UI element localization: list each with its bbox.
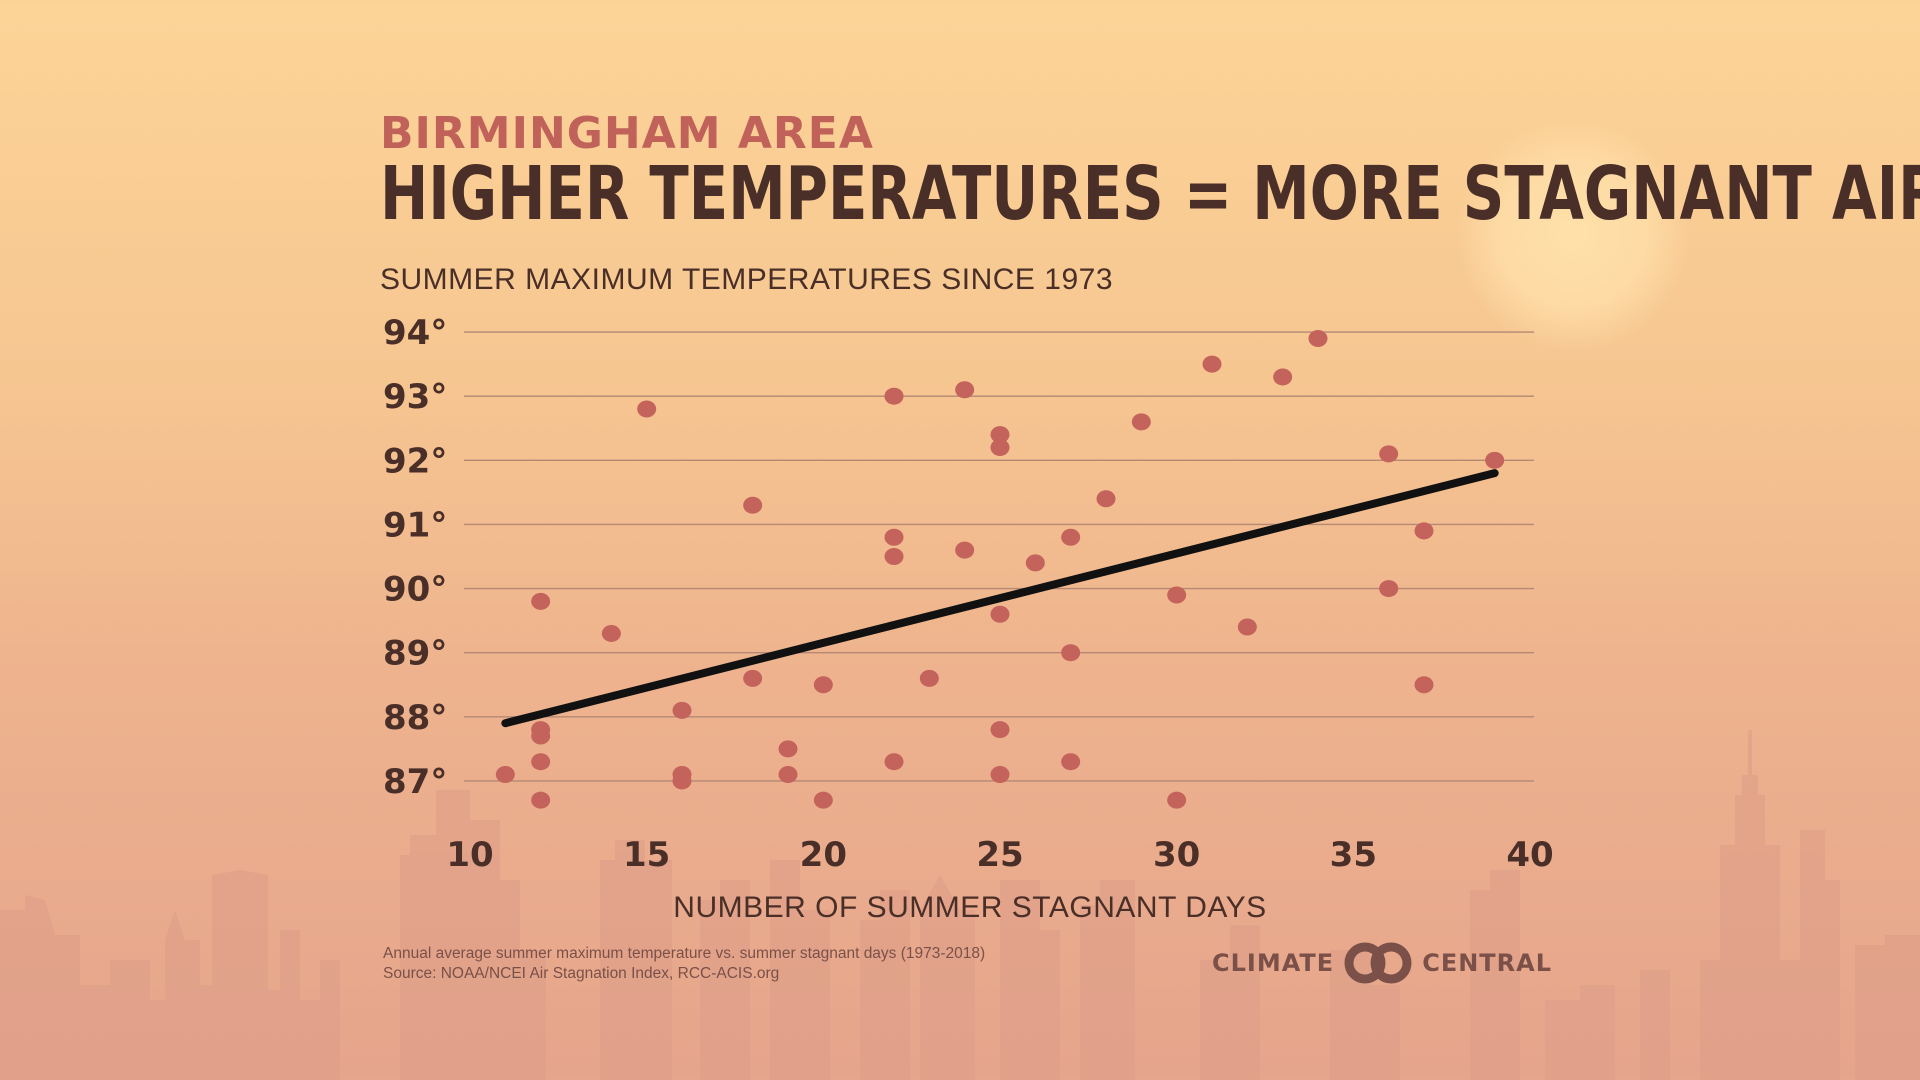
- brand-word-right: CENTRAL: [1422, 949, 1553, 977]
- brand-word-left: CLIMATE: [1212, 949, 1335, 977]
- data-point: [1061, 644, 1081, 662]
- data-point: [813, 676, 833, 694]
- data-point: [743, 669, 763, 687]
- data-points: [495, 329, 1505, 809]
- data-point: [813, 791, 833, 809]
- data-point: [1414, 676, 1434, 694]
- x-tick-label: 20: [800, 835, 847, 875]
- data-point: [778, 740, 798, 758]
- data-point: [531, 592, 551, 610]
- data-point: [1167, 791, 1187, 809]
- data-point: [672, 701, 692, 719]
- footnote-description: Annual average summer maximum temperatur…: [383, 945, 986, 962]
- data-point: [1131, 413, 1151, 431]
- x-tick-label: 10: [446, 835, 493, 875]
- x-tick-label: 15: [623, 835, 670, 875]
- interlocking-rings-icon: [1344, 942, 1412, 984]
- data-point: [672, 772, 692, 790]
- data-point: [884, 528, 904, 546]
- data-point: [1061, 753, 1081, 771]
- footnote: Annual average summer maximum temperatur…: [383, 944, 985, 984]
- x-axis-ticks: 10 15 20 25 30 35 40: [446, 835, 1553, 875]
- data-point: [990, 438, 1010, 456]
- data-point: [1379, 445, 1399, 463]
- data-point: [884, 753, 904, 771]
- data-point: [531, 727, 551, 745]
- y-tick-label: 91°: [383, 505, 447, 545]
- grid-lines: [464, 331, 1534, 782]
- data-point: [637, 400, 657, 418]
- data-point: [495, 766, 515, 784]
- data-point: [955, 541, 975, 559]
- data-point: [1308, 329, 1328, 347]
- y-tick-label: 92°: [383, 441, 447, 481]
- sun-glow: [1458, 120, 1688, 350]
- data-point: [1061, 528, 1081, 546]
- y-axis-ticks: 87° 88° 89° 90° 91° 92° 93° 94°: [383, 313, 447, 802]
- y-tick-label: 87°: [383, 762, 447, 802]
- x-tick-label: 35: [1330, 835, 1377, 875]
- y-tick-label: 88°: [383, 698, 447, 738]
- y-tick-label: 93°: [383, 377, 447, 417]
- data-point: [778, 766, 798, 784]
- data-point: [990, 605, 1010, 623]
- y-tick-label: 94°: [383, 313, 447, 353]
- y-tick-label: 89°: [383, 634, 447, 674]
- region-eyebrow: BIRMINGHAM AREA: [380, 108, 874, 159]
- trendline-group: [501, 469, 1499, 728]
- data-point: [990, 426, 1010, 444]
- y-tick-label: 90°: [383, 570, 447, 610]
- data-point: [884, 387, 904, 405]
- data-point: [1167, 586, 1187, 604]
- climate-central-logo: CLIMATE CENTRAL: [1212, 940, 1552, 986]
- data-point: [919, 669, 939, 687]
- data-point: [990, 766, 1010, 784]
- chart-subtitle: SUMMER MAXIMUM TEMPERATURES SINCE 1973: [380, 263, 1114, 296]
- data-point: [1273, 368, 1293, 386]
- data-point: [1414, 522, 1434, 540]
- data-point: [1096, 490, 1116, 508]
- x-tick-label: 30: [1153, 835, 1200, 875]
- data-point: [1202, 355, 1222, 373]
- data-point: [990, 721, 1010, 739]
- data-point: [531, 753, 551, 771]
- x-tick-label: 40: [1506, 835, 1553, 875]
- data-point: [1485, 451, 1505, 469]
- data-point: [884, 548, 904, 565]
- data-point: [1379, 580, 1399, 598]
- footnote-source: Source: NOAA/NCEI Air Stagnation Index, …: [383, 965, 780, 982]
- data-point: [531, 791, 551, 809]
- x-tick-label: 25: [976, 835, 1023, 875]
- x-axis-label: NUMBER OF SUMMER STAGNANT DAYS: [673, 891, 1267, 924]
- trendline: [501, 469, 1499, 728]
- data-point: [601, 624, 621, 642]
- data-point: [955, 381, 975, 399]
- data-point: [1237, 618, 1257, 636]
- data-point: [1025, 554, 1045, 572]
- data-point: [743, 496, 763, 514]
